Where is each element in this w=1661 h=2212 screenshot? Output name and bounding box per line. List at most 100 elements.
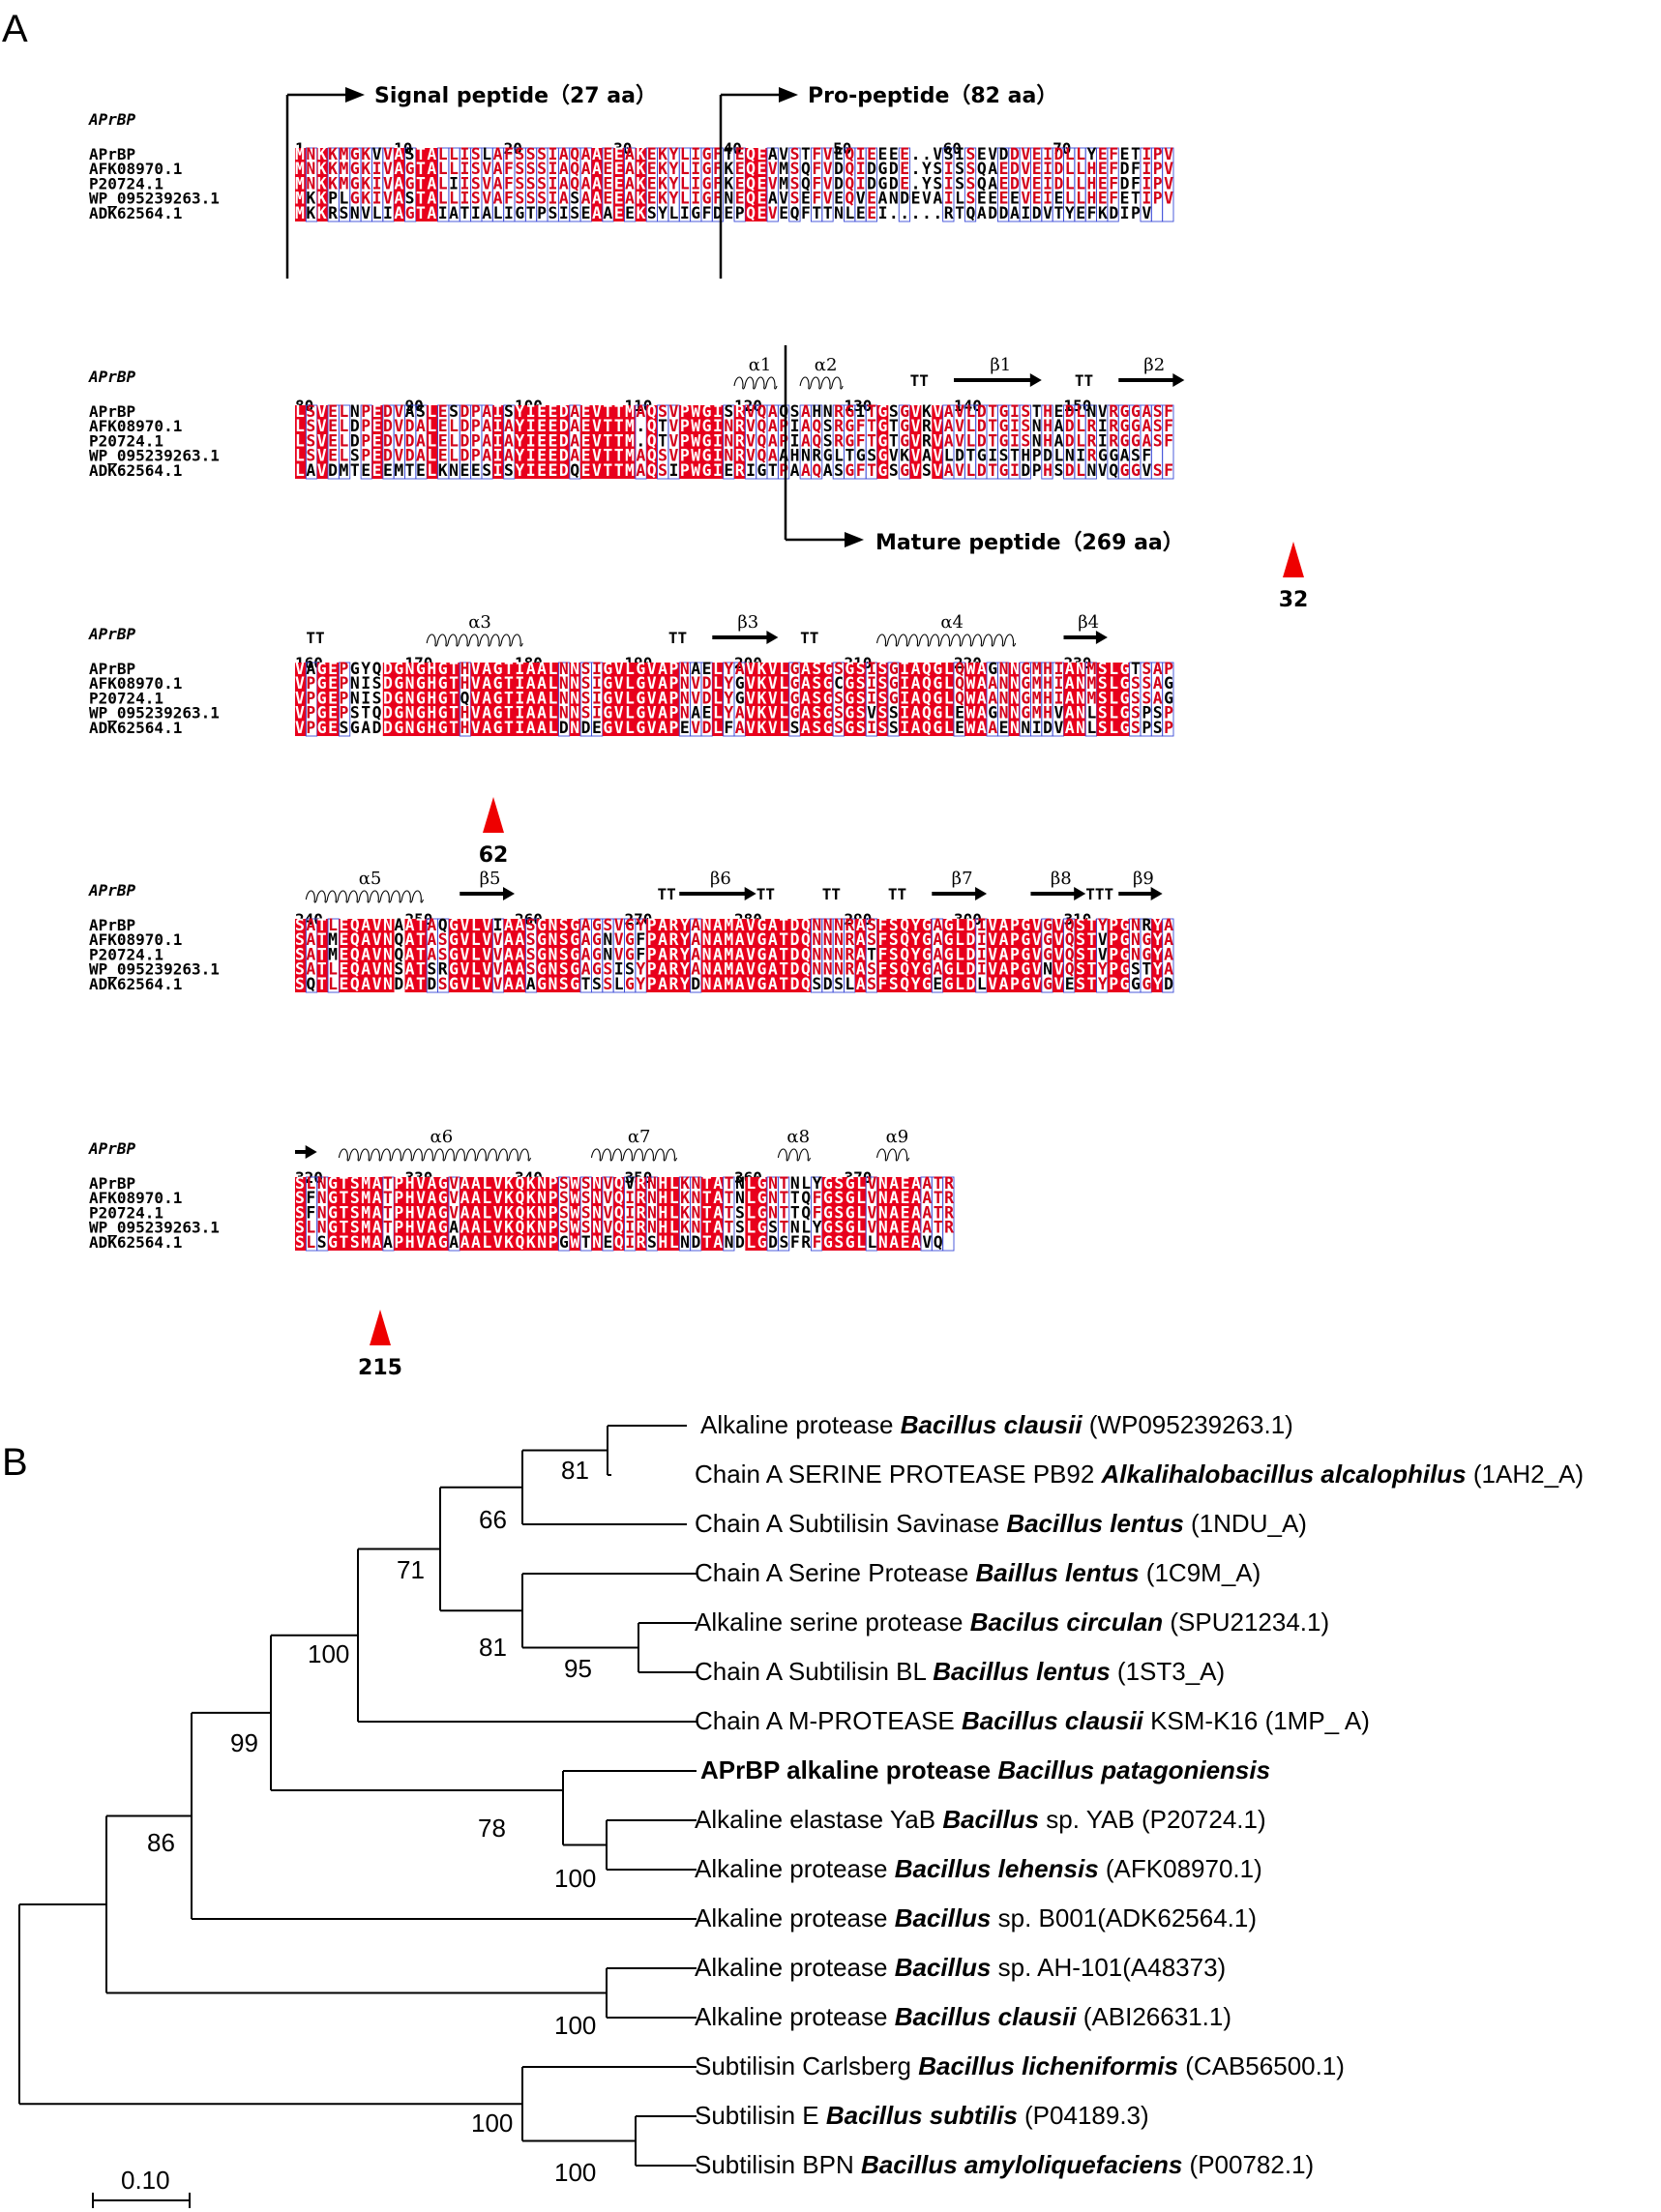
- residue: T: [934, 1203, 943, 1222]
- residue: G: [944, 975, 954, 993]
- residue: A: [306, 930, 315, 949]
- residue: T: [801, 145, 811, 163]
- residue: V: [493, 975, 503, 993]
- position-number: 70: [1053, 139, 1071, 158]
- residue: R: [669, 975, 679, 993]
- residue: N: [823, 945, 833, 963]
- residue: N: [1076, 704, 1085, 723]
- residue: Q: [746, 204, 756, 222]
- tree-leaf-label: Alkaline serine protease Bacilus circula…: [695, 1607, 1329, 1637]
- residue: V: [416, 1189, 426, 1207]
- residue: M: [724, 960, 733, 979]
- residue: R: [735, 447, 745, 465]
- residue: E: [1032, 174, 1042, 192]
- residue: V: [295, 689, 305, 707]
- residue: T: [383, 1203, 393, 1222]
- residue: T: [603, 417, 612, 435]
- residue: S: [295, 945, 305, 963]
- similar-column: [579, 1176, 592, 1252]
- residue: T: [867, 402, 876, 421]
- residue: V: [625, 1174, 635, 1193]
- sequence-row: MNKKMGKVVASTALLISLAFSSSIAQAAEEAKEKYLIGFT…: [295, 145, 1173, 163]
- residue: I: [856, 145, 866, 163]
- sequence-name: ADK62564.1: [89, 204, 182, 222]
- residue: E: [901, 1233, 910, 1252]
- residue: A: [889, 1174, 899, 1193]
- catalytic-site-62-marker: [483, 797, 504, 833]
- leaf-species: Bacillus lentus: [933, 1657, 1111, 1686]
- residue: N: [725, 1233, 734, 1252]
- residue: T: [867, 461, 876, 480]
- residue: S: [889, 916, 899, 934]
- residue: L: [548, 704, 557, 723]
- residue: N: [350, 204, 360, 222]
- residue: V: [614, 945, 624, 963]
- residue: G: [328, 1219, 338, 1237]
- residue: V: [1032, 975, 1042, 993]
- identical-column: [371, 1177, 384, 1251]
- residue: T: [340, 1189, 349, 1207]
- identical-column: [800, 663, 812, 736]
- residue: E: [614, 190, 624, 208]
- residue: S: [878, 674, 888, 693]
- residue: V: [493, 1189, 503, 1207]
- residue: E: [680, 719, 690, 737]
- residue: V: [746, 975, 756, 993]
- residue: L: [449, 431, 459, 450]
- identical-column: [339, 1177, 351, 1251]
- residue: H: [658, 1174, 667, 1193]
- residue: V: [1053, 960, 1063, 979]
- residue: F: [813, 1203, 822, 1222]
- residue: N: [823, 930, 833, 949]
- residue: E: [537, 402, 547, 421]
- identical-column: [613, 663, 625, 736]
- residue: G: [592, 945, 602, 963]
- residue: Q: [1065, 930, 1075, 949]
- residue: I: [1043, 160, 1053, 178]
- residue: A: [515, 916, 524, 934]
- residue: G: [1142, 945, 1151, 963]
- sequence-row: VPGEPNISDGNGHGTQVAGTIAALNNSIGVLGVAPNVDLY…: [295, 689, 1173, 707]
- position-number: 130: [845, 397, 873, 415]
- identical-column: [394, 1177, 405, 1251]
- residue: P: [471, 402, 481, 421]
- residue: S: [1076, 930, 1085, 949]
- residue: D: [977, 461, 987, 480]
- residue: Q: [845, 190, 854, 208]
- residue: P: [1153, 190, 1163, 208]
- residue: E: [548, 447, 557, 465]
- residue: N: [878, 1174, 888, 1193]
- sequence-row: SFNGTSMATPHVAGVAALVKQKNPSWSNVQIRNHLKNTAT…: [295, 1203, 954, 1222]
- residue: E: [756, 190, 766, 208]
- residue: I: [713, 417, 723, 435]
- leaf-accession: (1AH2_A): [1466, 1460, 1585, 1489]
- leaf-accession: (P00782.1): [1182, 2150, 1315, 2179]
- residue: S: [339, 719, 348, 737]
- residue: G: [790, 689, 800, 707]
- residue: D: [460, 417, 470, 435]
- residue: L: [295, 461, 305, 480]
- residue: I: [526, 461, 536, 480]
- identical-column: [515, 919, 526, 992]
- residue: V: [372, 945, 382, 963]
- residue: V: [460, 916, 470, 934]
- residue: E: [603, 190, 612, 208]
- residue: W: [965, 704, 975, 723]
- residue: N: [592, 1189, 602, 1207]
- residue: S: [372, 689, 382, 707]
- residue: I: [372, 174, 382, 192]
- tree-leaf-label: Chain A Subtilisin BL Bacillus lentus (1…: [695, 1657, 1225, 1686]
- residue: G: [1120, 431, 1130, 450]
- residue: A: [790, 461, 800, 480]
- strand-arrowhead: [1029, 373, 1042, 387]
- residue: E: [999, 174, 1009, 192]
- sequence-name: WP_095239263.1: [89, 704, 220, 723]
- residue: A: [889, 1203, 899, 1222]
- residue: L: [669, 1174, 679, 1193]
- residue: N: [702, 930, 712, 949]
- residue: Y: [1098, 916, 1108, 934]
- residue: S: [790, 402, 800, 421]
- residue: A: [944, 402, 954, 421]
- residue: .: [933, 204, 942, 222]
- similar-column: [964, 147, 977, 222]
